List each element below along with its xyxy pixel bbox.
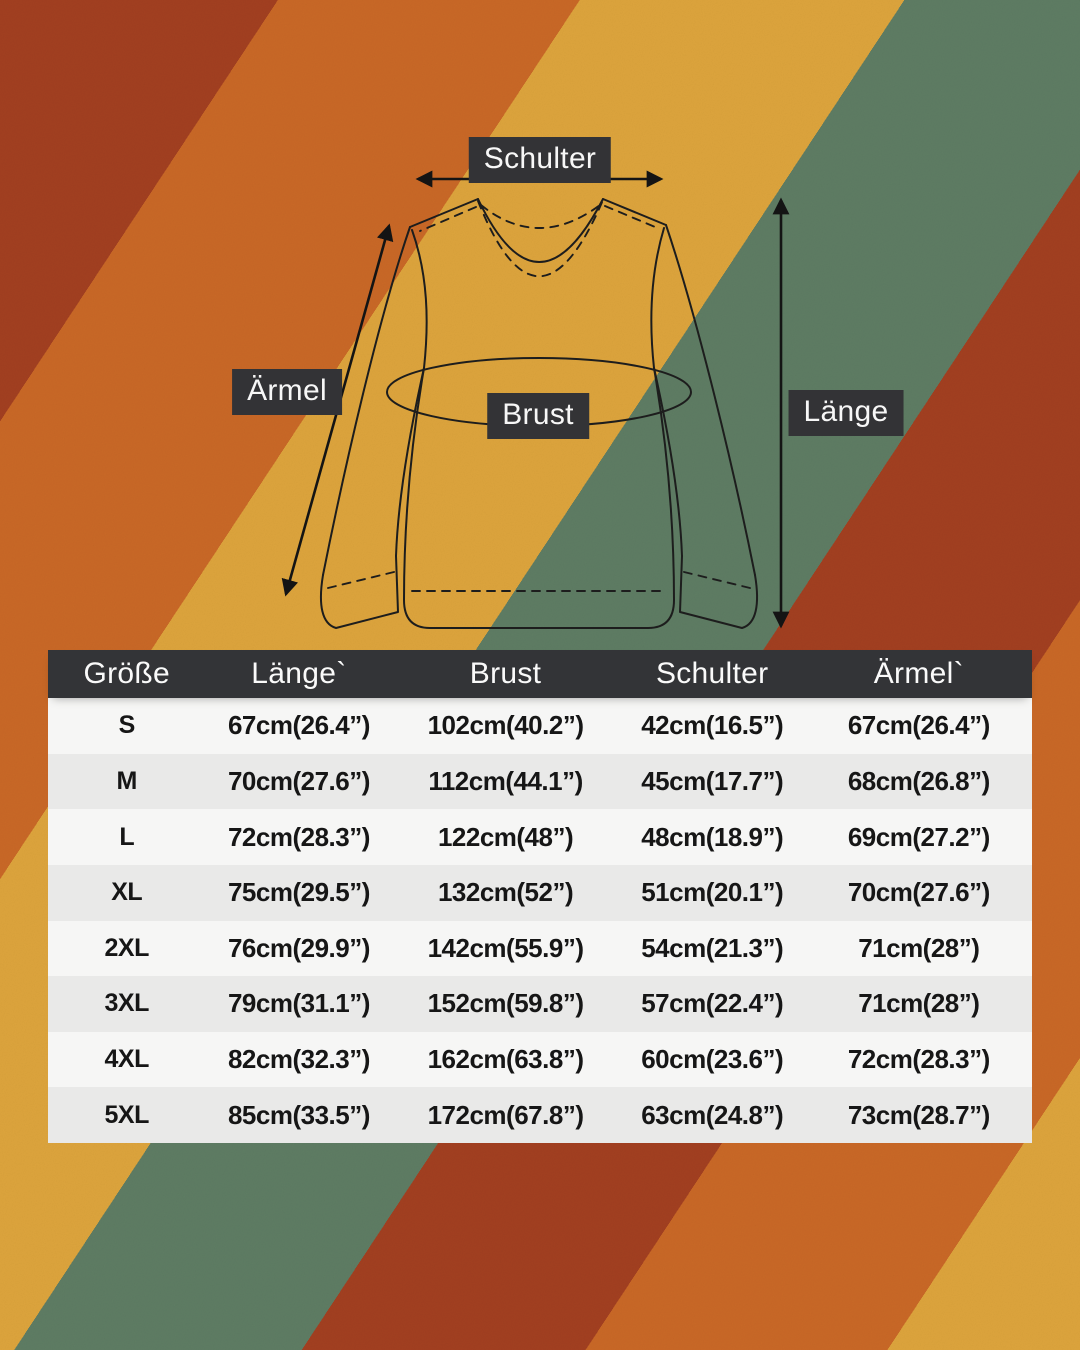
table-body: S 67cm(26.4”) 102cm(40.2”) 42cm(16.5”) 6… [48,698,1032,1143]
table-row: 4XL 82cm(32.3”) 162cm(63.8”) 60cm(23.6”)… [48,1031,1032,1088]
cell-schulter: 60cm(23.6”) [641,1044,784,1075]
cell-laenge: 79cm(31.1”) [227,988,370,1019]
cell-aermel: 72cm(28.3”) [847,1044,990,1075]
cell-size: L [119,822,135,851]
cell-brust: 122cm(48”) [437,821,574,852]
cell-aermel: 67cm(26.4”) [847,710,990,741]
table-row: L 72cm(28.3”) 122cm(48”) 48cm(18.9”) 69c… [48,809,1032,865]
cell-schulter: 42cm(16.5”) [641,710,784,741]
cell-brust: 142cm(55.9”) [427,932,584,963]
cell-aermel: 70cm(27.6”) [847,877,990,908]
cell-brust: 132cm(52”) [437,877,574,908]
header-cell-groesse: Größe [83,657,170,690]
cell-size: 5XL [104,1100,150,1129]
table-row: XL 75cm(29.5”) 132cm(52”) 51cm(20.1”) 70… [48,864,1032,921]
cell-schulter: 54cm(21.3”) [641,932,784,963]
cell-brust: 102cm(40.2”) [427,710,584,741]
cell-laenge: 75cm(29.5”) [227,877,370,908]
cell-brust: 152cm(59.8”) [427,988,584,1019]
cell-size: 3XL [104,989,150,1018]
label-laenge: Länge [788,390,904,436]
table-row: 5XL 85cm(33.5”) 172cm(67.8”) 63cm(24.8”)… [48,1087,1032,1143]
header-cell-laenge: Länge` [251,657,347,690]
cell-schulter: 48cm(18.9”) [641,821,784,852]
label-brust: Brust [487,393,589,439]
cell-laenge: 82cm(32.3”) [227,1044,370,1075]
cell-size: 2XL [104,933,150,962]
table-header: Größe Länge` Brust Schulter Ärmel` [48,650,1032,698]
label-aermel: Ärmel [232,369,342,415]
cell-brust: 112cm(44.1”) [428,765,583,796]
header-cell-aermel: Ärmel` [873,657,964,690]
cell-brust: 162cm(63.8”) [427,1044,584,1075]
sweatshirt-outline [320,198,758,629]
cell-schulter: 63cm(24.8”) [641,1099,784,1130]
cell-aermel: 68cm(26.8”) [847,765,990,796]
cell-size: XL [111,878,143,907]
cell-brust: 172cm(67.8”) [427,1099,584,1130]
cell-laenge: 70cm(27.6”) [227,765,370,796]
cell-size: 4XL [104,1045,150,1074]
cell-aermel: 73cm(28.7”) [847,1099,990,1130]
cell-laenge: 72cm(28.3”) [227,821,370,852]
cell-schulter: 51cm(20.1”) [641,877,784,908]
table-row: 3XL 79cm(31.1”) 152cm(59.8”) 57cm(22.4”)… [48,976,1032,1032]
table-row: 2XL 76cm(29.9”) 142cm(55.9”) 54cm(21.3”)… [48,920,1032,977]
cell-laenge: 85cm(33.5”) [227,1099,370,1130]
header-cell-brust: Brust [469,657,542,690]
cell-aermel: 69cm(27.2”) [847,821,990,852]
cell-aermel: 71cm(28”) [858,988,980,1019]
cell-size: M [116,766,138,795]
cell-laenge: 76cm(29.9”) [227,932,370,963]
table-row: M 70cm(27.6”) 112cm(44.1”) 45cm(17.7”) 6… [48,753,1032,810]
size-table: Größe Länge` Brust Schulter Ärmel` S 67c… [48,650,1032,1143]
cell-schulter: 57cm(22.4”) [641,988,784,1019]
table-row: S 67cm(26.4”) 102cm(40.2”) 42cm(16.5”) 6… [48,698,1032,754]
cell-laenge: 67cm(26.4”) [227,710,370,741]
cell-aermel: 71cm(28”) [858,932,980,963]
label-schulter: Schulter [468,137,612,183]
cell-size: S [118,711,136,740]
cell-schulter: 45cm(17.7”) [641,765,784,796]
header-cell-schulter: Schulter [655,657,769,690]
